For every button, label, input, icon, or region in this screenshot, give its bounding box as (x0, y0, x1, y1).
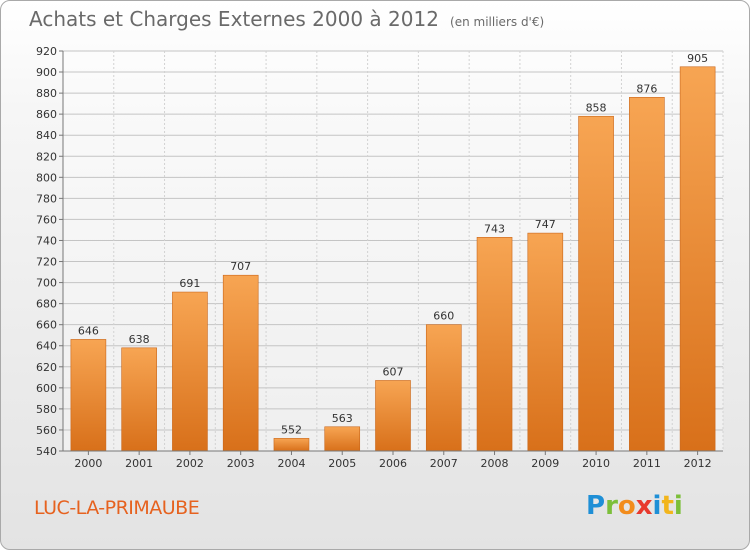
y-tick-label: 860 (36, 108, 57, 121)
bar-value-label: 691 (179, 277, 200, 290)
y-tick-label: 880 (36, 87, 57, 100)
y-tick-label: 620 (36, 361, 57, 374)
y-tick-label: 660 (36, 319, 57, 332)
bar-value-label: 552 (281, 423, 302, 436)
chart-title: Achats et Charges Externes 2000 à 2012 (29, 7, 439, 31)
logo-letter: o (617, 491, 636, 521)
bar (476, 237, 513, 452)
bar (222, 274, 259, 452)
chart-unit: (en milliers d'€) (450, 15, 545, 29)
bar-value-label: 646 (78, 324, 99, 337)
chart-title-block: Achats et Charges Externes 2000 à 2012 (… (29, 7, 544, 31)
x-tick-label: 2002 (176, 457, 204, 470)
logo-letter: i (673, 491, 683, 521)
x-tick-label: 2004 (277, 457, 305, 470)
logo-letter: x (635, 491, 653, 521)
commune-name: LUC-LA-PRIMAUBE (34, 497, 200, 519)
logo-letter: t (661, 491, 674, 521)
bar-value-label: 905 (687, 52, 708, 65)
y-tick-label: 780 (36, 192, 57, 205)
y-tick-label: 740 (36, 234, 57, 247)
bar (578, 115, 614, 452)
y-tick-label: 680 (36, 298, 57, 311)
bar-value-label: 876 (636, 82, 657, 95)
bar-value-label: 660 (433, 310, 454, 323)
y-tick-label: 920 (36, 45, 57, 58)
x-tick-label: 2009 (531, 457, 559, 470)
bar-value-label: 563 (332, 412, 353, 425)
x-tick-label: 2012 (684, 457, 712, 470)
x-tick-label: 2011 (633, 457, 661, 470)
logo-letter: P (586, 491, 606, 521)
bar-layer: 646 638 691 707 552 563 607 660 743 747 858 876 905 (70, 52, 716, 452)
x-tick-label: 2001 (125, 457, 153, 470)
bar-value-label: 743 (484, 222, 505, 235)
y-tick-label: 540 (36, 445, 57, 458)
bar (273, 438, 310, 452)
y-tick-label: 760 (36, 213, 57, 226)
x-tick-label: 2005 (328, 457, 356, 470)
y-tick-label: 800 (36, 171, 57, 184)
y-tick-label: 840 (36, 129, 57, 142)
x-tick-label: 2010 (582, 457, 610, 470)
x-tick-label: 2006 (379, 457, 407, 470)
x-tick-label: 2000 (74, 457, 102, 470)
bar (375, 380, 411, 452)
y-tick-label: 720 (36, 256, 57, 269)
y-tick-label: 700 (36, 277, 57, 290)
bar-value-label: 638 (129, 333, 150, 346)
bar (425, 324, 462, 452)
bar-value-label: 607 (383, 365, 404, 378)
logo-letter: i (652, 491, 662, 521)
bar (527, 232, 564, 452)
y-tick-label: 900 (36, 66, 57, 79)
bar-value-label: 747 (535, 218, 556, 231)
x-tick-label: 2008 (481, 457, 509, 470)
proxiti-logo: Proxiti (586, 491, 683, 521)
y-tick-label: 640 (36, 340, 57, 353)
bar (324, 426, 361, 452)
bar (121, 347, 157, 452)
bar-value-label: 707 (230, 260, 251, 273)
y-tick-label: 560 (36, 424, 57, 437)
x-tick-label: 2007 (430, 457, 458, 470)
axis-layer: 540 560 580 600 620 640 660 680 700 720 740 760 780 8… (36, 45, 723, 470)
y-tick-label: 820 (36, 150, 57, 163)
bar (70, 339, 107, 452)
y-tick-label: 580 (36, 403, 57, 416)
x-tick-label: 2003 (227, 457, 255, 470)
bar (679, 66, 716, 452)
y-tick-label: 600 (36, 382, 57, 395)
bar-value-label: 858 (586, 101, 607, 114)
bar (172, 291, 208, 452)
logo-letter: r (605, 491, 618, 521)
bar (629, 97, 665, 452)
